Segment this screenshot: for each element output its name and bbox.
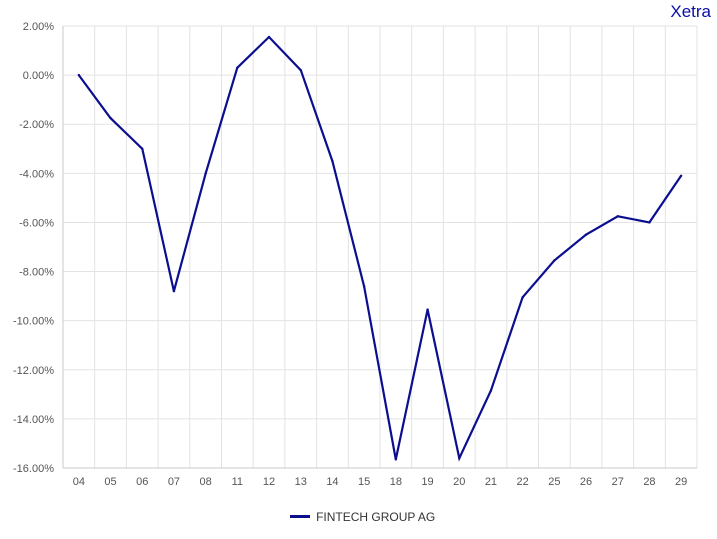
y-tick-label: -2.00% — [19, 119, 54, 131]
x-tick-label: 25 — [548, 476, 560, 488]
x-tick-label: 07 — [168, 476, 180, 488]
y-tick-label: -6.00% — [19, 217, 54, 229]
x-tick-label: 28 — [643, 476, 655, 488]
x-tick-label: 05 — [104, 476, 116, 488]
y-tick-label: -8.00% — [19, 267, 54, 279]
x-tick-label: 27 — [612, 476, 624, 488]
data-point — [141, 147, 144, 150]
data-point — [299, 69, 302, 72]
y-tick-label: -4.00% — [19, 168, 54, 180]
x-tick-label: 14 — [326, 476, 338, 488]
y-tick-label: -14.00% — [13, 414, 54, 426]
x-tick-label: 21 — [485, 476, 497, 488]
data-point — [267, 35, 271, 39]
y-tick-label: -12.00% — [13, 365, 54, 377]
x-tick-label: 22 — [517, 476, 529, 488]
data-point — [648, 221, 651, 224]
y-tick-label: 0.00% — [23, 70, 54, 82]
legend[interactable]: FINTECH GROUP AG — [0, 510, 717, 524]
data-point — [331, 159, 334, 163]
data-point — [616, 215, 619, 218]
x-tick-label: 19 — [421, 476, 433, 488]
data-point — [521, 296, 524, 299]
data-point — [172, 290, 176, 293]
x-tick-label: 04 — [73, 476, 85, 488]
data-point — [204, 172, 207, 175]
x-tick-label: 26 — [580, 476, 592, 488]
y-tick-label: -16.00% — [13, 463, 54, 475]
data-point — [584, 233, 588, 236]
legend-swatch — [289, 515, 310, 519]
data-point — [394, 458, 398, 461]
x-tick-label: 11 — [232, 476, 243, 488]
x-tick-label: 20 — [453, 476, 465, 488]
data-point — [236, 66, 239, 69]
y-tick-label: 2.00% — [23, 21, 54, 33]
series-line — [77, 35, 683, 462]
data-point — [553, 259, 556, 262]
x-tick-label: 08 — [200, 476, 212, 488]
data-point — [77, 73, 81, 77]
data-point — [679, 174, 683, 177]
y-tick-label: -10.00% — [13, 316, 54, 328]
data-point — [362, 285, 366, 288]
x-tick-label: 29 — [675, 476, 687, 488]
x-tick-label: 12 — [263, 476, 275, 488]
data-point — [489, 389, 493, 392]
legend-label: FINTECH GROUP AG — [316, 510, 436, 524]
x-tick-label: 13 — [295, 476, 307, 488]
x-tick-label: 18 — [390, 476, 402, 488]
data-point — [426, 308, 429, 311]
brand-label: Xetra — [670, 2, 711, 21]
data-point — [458, 456, 461, 460]
x-tick-label: 06 — [136, 476, 148, 488]
x-tick-label: 15 — [358, 476, 370, 488]
data-point — [109, 116, 112, 120]
